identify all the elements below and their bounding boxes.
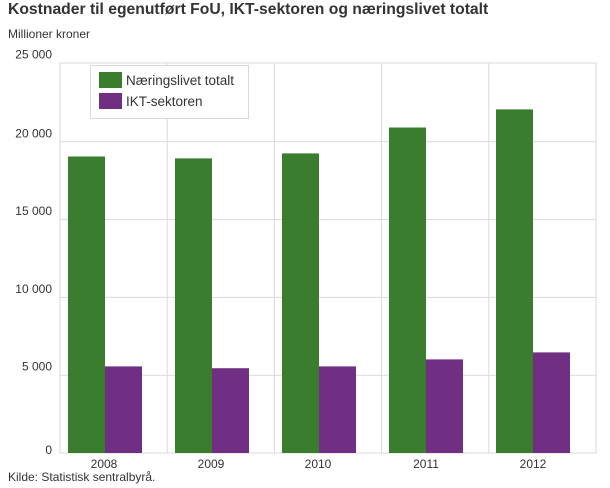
svg-text:25 000: 25 000 bbox=[15, 48, 52, 62]
svg-text:2012: 2012 bbox=[520, 457, 547, 471]
svg-text:2011: 2011 bbox=[413, 457, 439, 471]
svg-text:5 000: 5 000 bbox=[22, 360, 52, 374]
svg-text:2010: 2010 bbox=[305, 457, 332, 471]
svg-text:0: 0 bbox=[45, 443, 52, 457]
svg-text:10 000: 10 000 bbox=[15, 282, 52, 296]
svg-text:15 000: 15 000 bbox=[15, 204, 52, 218]
svg-text:20 000: 20 000 bbox=[15, 126, 52, 140]
svg-text:2008: 2008 bbox=[91, 457, 118, 471]
svg-text:2009: 2009 bbox=[198, 457, 225, 471]
